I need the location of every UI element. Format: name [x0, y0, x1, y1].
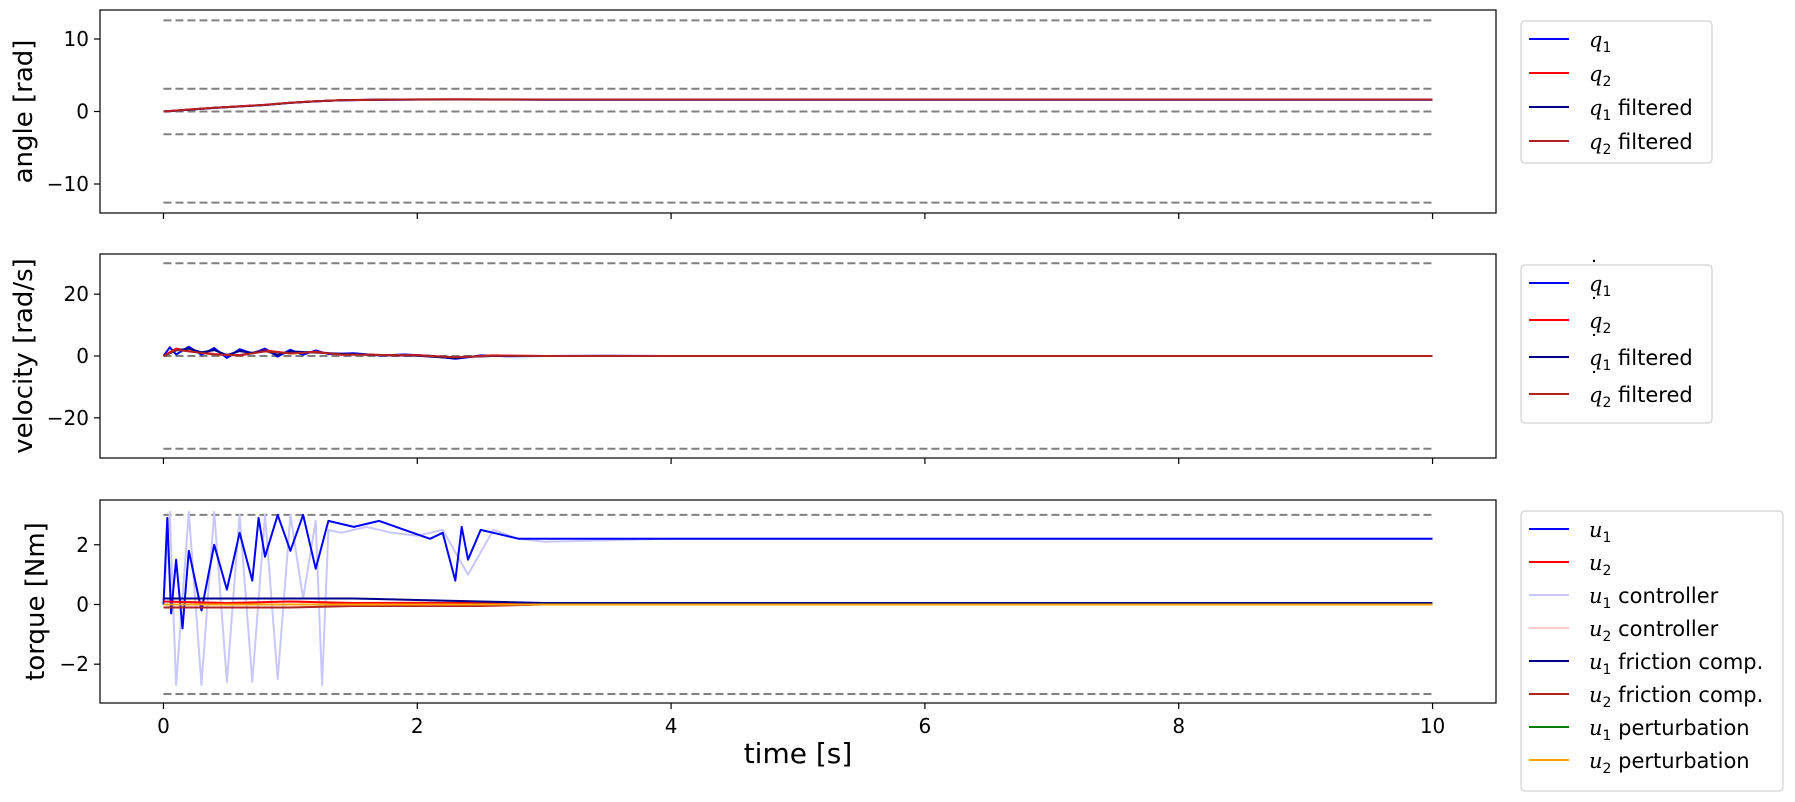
series-lines: [162, 510, 1433, 687]
legend-label: q2: [1589, 62, 1611, 90]
legend-label: u2 perturbation: [1589, 749, 1750, 777]
x-tick-label: 8: [1172, 714, 1185, 738]
legend-item-u1-perturbation: u1 perturbation: [1529, 716, 1750, 744]
legend-frame: [1520, 20, 1713, 164]
legend-item-u2: u2: [1529, 551, 1611, 579]
legend-label: q1: [1589, 272, 1611, 300]
subplot-2: −20 0 20 velocity [rad/s]: [9, 253, 1497, 464]
limit-lines: [163, 513, 1433, 696]
series-lines: [163, 98, 1433, 113]
legend-item-q1-dot-filtered: q1 filtered˙: [1529, 331, 1693, 374]
legend-item-q2-dot: q2˙: [1529, 294, 1611, 337]
legend-dot: ˙: [1589, 331, 1600, 355]
legend: q1 q2 q1 filtered q2 filtered: [1520, 20, 1713, 164]
y-tick-label: 20: [64, 282, 89, 306]
legend-label: q1 filtered: [1589, 346, 1693, 374]
legend-frame: [1520, 510, 1784, 792]
legend-item-q2-filtered: q2 filtered: [1529, 130, 1693, 158]
y-tick-label: −2: [60, 652, 89, 676]
legend-item-q2: q2: [1529, 62, 1611, 90]
subplot-1: −10 0 10 angle [rad]: [9, 9, 1497, 219]
legend-label: u1: [1589, 518, 1611, 546]
series-line-u1-friction-comp-: [163, 597, 1433, 604]
y-axis-label: angle [rad]: [9, 40, 39, 184]
axes-frame: [99, 499, 1497, 704]
legend-item-u2-friction-comp-: u2 friction comp.: [1529, 683, 1763, 711]
x-tick-label: 0: [157, 714, 170, 738]
legend-dot: ˙: [1589, 294, 1600, 318]
y-tick-label: 0: [76, 344, 89, 368]
subplot-3: 0 2 4 6 8 10 −2 0 2 torque [Nm] time [s]: [21, 499, 1497, 770]
legend-label: u1 perturbation: [1589, 716, 1750, 744]
legend-item-q2-dot-filtered: q2 filtered˙: [1529, 368, 1693, 411]
legend-label: q1: [1589, 28, 1611, 56]
legend-item-u2-perturbation: u2 perturbation: [1529, 749, 1750, 777]
legend-label: u2 controller: [1589, 617, 1719, 645]
y-axis-label: velocity [rad/s]: [9, 258, 39, 454]
x-axis-label: time [s]: [744, 737, 853, 770]
series-line-q1: [163, 98, 1433, 113]
y-axis-label: torque [Nm]: [21, 522, 51, 681]
y-tick-label: 0: [76, 592, 89, 616]
x-tick-label: 10: [1420, 714, 1445, 738]
legend-label: u1 friction comp.: [1589, 650, 1763, 678]
legend-label: u2 friction comp.: [1589, 683, 1763, 711]
legend-dot: ˙: [1589, 368, 1600, 392]
y-tick-label: −10: [47, 172, 89, 196]
limit-lines: [163, 19, 1433, 204]
series-lines: [162, 345, 1433, 360]
legend-dot: ˙: [1589, 257, 1600, 281]
y-tick-label: 2: [76, 533, 89, 557]
legend-label: q2 filtered: [1589, 130, 1693, 158]
legend-frame: [1520, 264, 1713, 424]
legend-item-u2-controller: u2 controller: [1529, 617, 1719, 645]
legend-label: u1 controller: [1589, 584, 1719, 612]
legend-item-u1-friction-comp-: u1 friction comp.: [1529, 650, 1763, 678]
legend-label: q2: [1589, 309, 1611, 337]
legend-label: q1 filtered: [1589, 96, 1693, 124]
series-line-q1-filtered: [163, 98, 1433, 113]
legend-item-u1-controller: u1 controller: [1529, 584, 1719, 612]
x-tick-label: 6: [919, 714, 932, 738]
series-line-u1: [162, 513, 1433, 630]
series-line-q2-dot-filtered: [163, 348, 1433, 359]
legend: q1˙q2˙q1 filtered˙q2 filtered˙: [1520, 257, 1713, 424]
y-tick-label: 10: [64, 27, 89, 51]
legend: u1 u2 u1 controller u2 controller u1 frictio…: [1520, 510, 1784, 792]
legend-item-q1-dot: q1˙: [1529, 257, 1611, 300]
legend-item-q1: q1: [1529, 28, 1611, 56]
y-tick-label: 0: [76, 100, 89, 124]
series-line-q2-filtered: [163, 98, 1433, 113]
legend-label: q2 filtered: [1589, 383, 1693, 411]
y-tick-label: −20: [47, 406, 89, 430]
legend-item-q1-filtered: q1 filtered: [1529, 96, 1693, 124]
x-tick-label: 2: [411, 714, 424, 738]
x-tick-label: 4: [665, 714, 678, 738]
legend-item-u1: u1: [1529, 518, 1611, 546]
legend-label: u2: [1589, 551, 1611, 579]
